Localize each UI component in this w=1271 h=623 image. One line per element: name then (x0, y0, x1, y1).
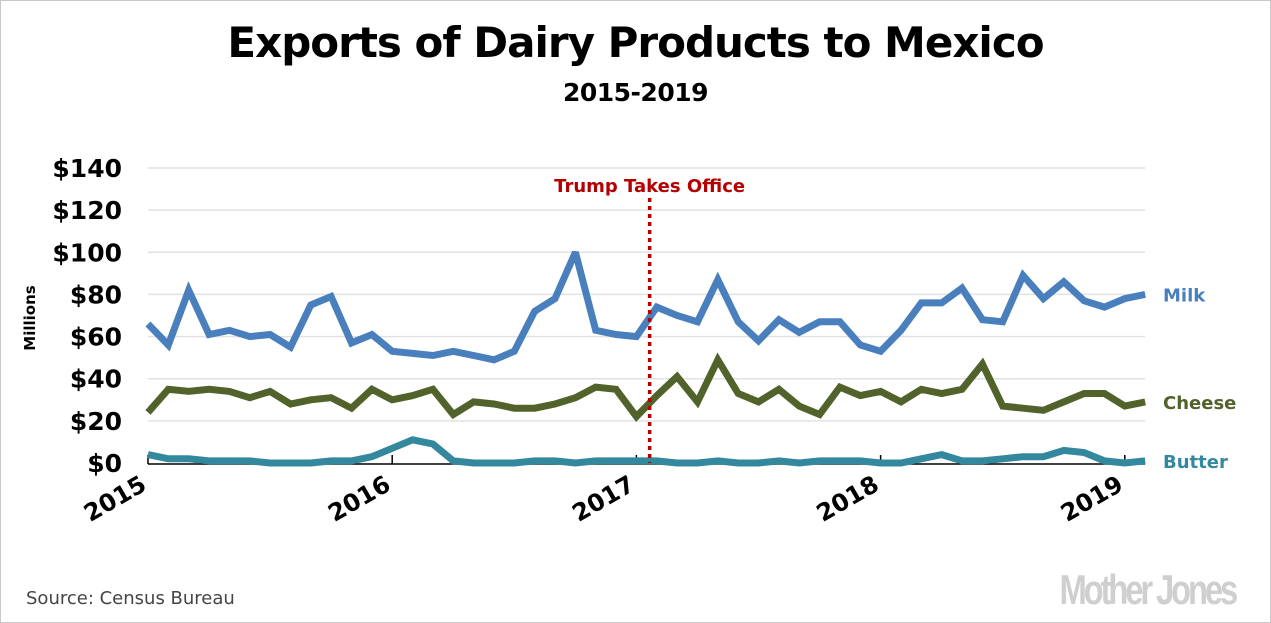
x-tick-label: 2018 (812, 470, 884, 528)
y-tick-label: $140 (52, 154, 122, 183)
y-tick-label: $100 (52, 238, 122, 267)
series-label-butter: Butter (1163, 452, 1228, 473)
y-tick-label: $120 (52, 196, 122, 225)
series-label-milk: Milk (1163, 285, 1206, 306)
annotation-label: Trump Takes Office (554, 176, 745, 197)
annotation-trump: Trump Takes Office (554, 176, 745, 463)
gridlines (148, 167, 1146, 422)
series-line-butter (147, 436, 1146, 467)
y-tick-label: $20 (70, 407, 122, 436)
chart-subtitle: 2015-2019 (562, 78, 709, 107)
x-tick-label: 2017 (568, 470, 640, 528)
series-lines (145, 250, 1146, 467)
series-line-cheese (145, 352, 1146, 422)
y-tick-label: $40 (70, 365, 122, 394)
y-tick-label: $60 (70, 323, 122, 352)
mother-jones-logo: Mother Jones (1059, 566, 1238, 613)
series-labels: Milk Cheese Butter (1163, 285, 1236, 472)
source-note: Source: Census Bureau (26, 588, 235, 609)
y-tick-label: $0 (87, 449, 122, 478)
x-axis: 2015 2016 2017 2018 2019 (79, 455, 1146, 528)
series-label-cheese: Cheese (1163, 393, 1236, 414)
series-line-milk (145, 250, 1146, 364)
x-tick-label: 2019 (1056, 470, 1128, 528)
x-tick-label: 2015 (79, 470, 151, 528)
chart-title: Exports of Dairy Products to Mexico (227, 18, 1044, 67)
y-axis-ticks: $0 $20 $40 $60 $80 $100 $120 $140 (52, 154, 122, 478)
x-tick-label: 2016 (323, 470, 395, 528)
y-axis-label: Millions (21, 285, 39, 350)
y-tick-label: $80 (70, 280, 122, 309)
